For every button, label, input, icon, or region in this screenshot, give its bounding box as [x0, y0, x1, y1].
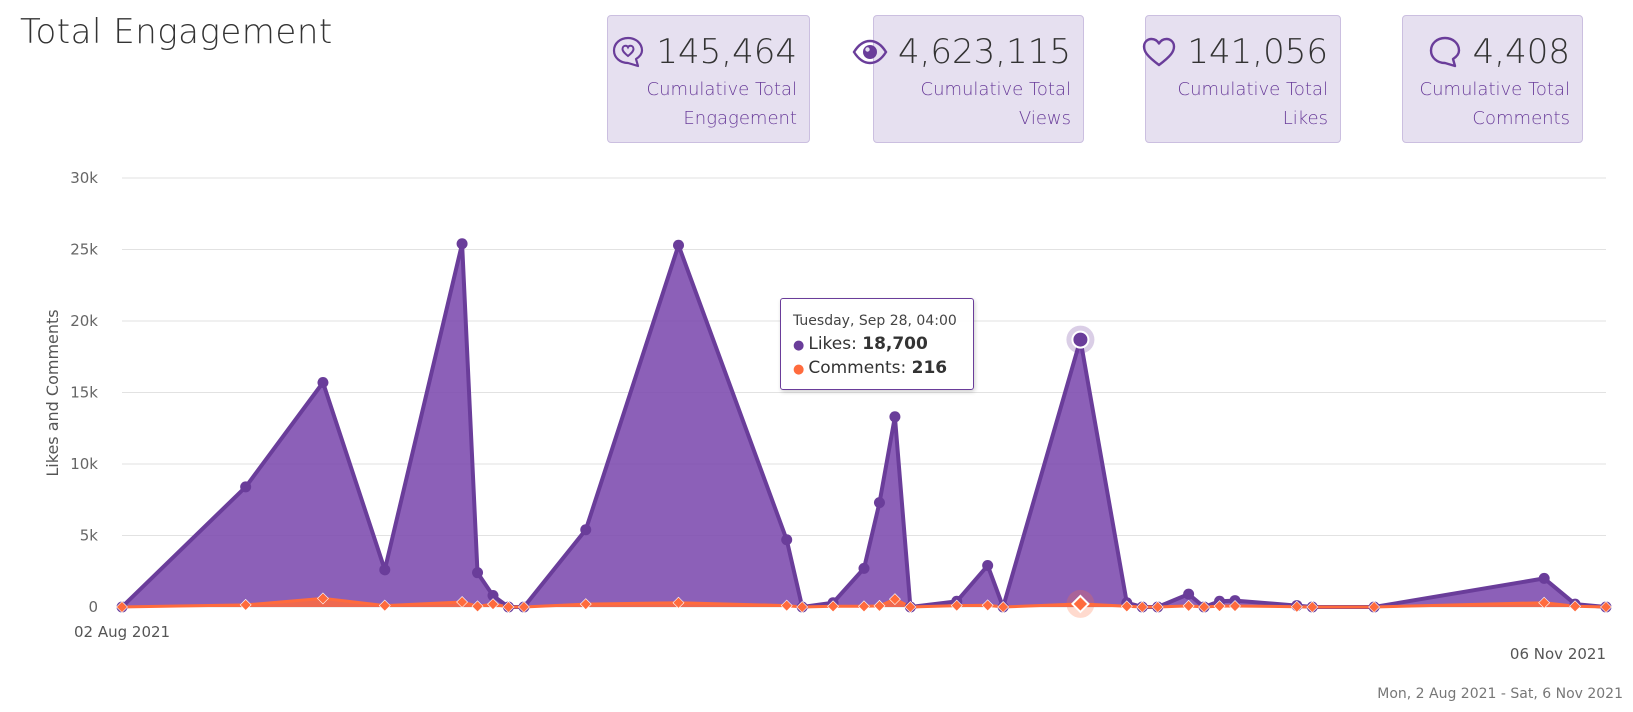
y-tick-label: 20k: [70, 312, 98, 330]
comments-point: [950, 599, 963, 612]
y-axis-label: Likes and Comments: [43, 309, 62, 476]
comments-point: [1151, 601, 1164, 613]
comment-bubble-icon: [1429, 36, 1460, 68]
comments-point: [827, 600, 840, 613]
tooltip-likes-value: 18,700: [862, 334, 928, 354]
likes-area: [122, 243, 1606, 608]
page-title: Total Engagement: [20, 12, 333, 52]
card-label-line1: Cumulative Total: [1177, 79, 1329, 100]
heart-icon: [1143, 37, 1176, 67]
comments-point: [1569, 600, 1582, 613]
likes-point: [1183, 588, 1195, 600]
card-value: 4,408: [1472, 32, 1570, 72]
comments-point: [487, 598, 499, 611]
card-label-line1: Cumulative Total: [920, 79, 1072, 100]
likes-point: [580, 524, 592, 536]
card-total-views: 4,623,115 Cumulative Total Views: [852, 15, 1084, 143]
likes-point: [456, 238, 468, 250]
tooltip-comments-dot-icon: ●: [793, 362, 805, 377]
date-range-text: Mon, 2 Aug 2021 - Sat, 6 Nov 2021: [1377, 686, 1623, 702]
tooltip-likes-label: Likes:: [808, 334, 863, 354]
comments-point: [239, 598, 252, 611]
card-label-line2: Likes: [1282, 108, 1328, 129]
likes-point: [379, 564, 391, 576]
card-value: 145,464: [656, 32, 797, 72]
comments-point: [317, 592, 329, 605]
y-tick-label: 0: [88, 598, 98, 616]
comments-point: [1120, 600, 1133, 613]
comments-point: [1213, 600, 1226, 613]
card-label-line1: Cumulative Total: [646, 79, 798, 100]
card-value: 141,056: [1187, 32, 1328, 72]
comments-point: [471, 600, 484, 613]
likes-point: [317, 376, 329, 388]
comments-point: [858, 600, 870, 613]
card-value: 4,623,115: [897, 32, 1071, 72]
comments-point: [672, 596, 685, 609]
comments-point: [1198, 601, 1211, 613]
comments-point: [904, 601, 917, 613]
comments-point: [116, 601, 128, 613]
comments-point: [1600, 601, 1612, 613]
comments-point: [888, 593, 901, 606]
tooltip-likes-dot-icon: ●: [793, 338, 805, 353]
card-label-line2: Comments: [1472, 108, 1570, 129]
card-total-likes: 141,056 Cumulative Total Likes: [1143, 15, 1341, 143]
comments-point: [1368, 601, 1381, 613]
comments-point: [1136, 601, 1149, 613]
likes-hover-point: [1071, 330, 1090, 349]
comments-point: [780, 599, 793, 612]
likes-point: [673, 239, 684, 251]
comments-point: [981, 599, 994, 612]
card-total-comments: 4,408 Cumulative Total Comments: [1402, 15, 1583, 143]
comments-point: [873, 599, 886, 612]
likes-point: [889, 411, 901, 423]
comments-point: [997, 601, 1010, 613]
card-label-line2: Engagement: [683, 108, 797, 129]
tooltip-comments-label: Comments:: [808, 358, 912, 378]
y-tick-label: 25k: [70, 241, 98, 259]
comments-point: [579, 598, 592, 611]
likes-point: [781, 534, 793, 546]
card-label-line1: Cumulative Total: [1419, 79, 1571, 100]
y-tick-label: 30k: [70, 169, 98, 187]
likes-point: [472, 567, 484, 579]
likes-point: [240, 481, 252, 493]
likes-point: [1538, 572, 1550, 584]
chart-tooltip: Tuesday, Sep 28, 04:00 ● Likes: 18,700 ● C…: [780, 298, 974, 390]
comments-point: [517, 601, 530, 613]
likes-point: [487, 590, 499, 602]
likes-point: [858, 562, 870, 574]
y-tick-label: 5k: [80, 527, 99, 545]
y-tick-label: 10k: [70, 455, 98, 473]
x-tick-label: 02 Aug 2021: [74, 623, 170, 641]
card-total-engagement: 145,464 Cumulative Total Engagement: [607, 15, 810, 143]
comments-point: [1290, 600, 1303, 613]
comments-hover-point: [1071, 594, 1090, 614]
comments-point: [1306, 601, 1319, 613]
tooltip-comments-row: ● Comments: 216: [793, 357, 961, 381]
eye-icon: [852, 39, 888, 65]
comments-point: [456, 596, 469, 608]
comments-point: [378, 599, 391, 612]
comments-point: [796, 601, 809, 613]
likes-point: [873, 497, 885, 509]
tooltip-date: Tuesday, Sep 28, 04:00: [793, 313, 957, 329]
y-tick-label: 15k: [70, 384, 98, 402]
engagement-bubble-heart-icon: [613, 36, 644, 68]
comments-point: [502, 601, 515, 613]
comments-point: [1538, 596, 1551, 609]
comments-point: [1229, 600, 1241, 612]
card-label-line2: Views: [1018, 108, 1071, 129]
x-tick-label: 06 Nov 2021: [1510, 645, 1606, 663]
likes-point: [982, 560, 994, 572]
tooltip-likes-row: ● Likes: 18,700: [793, 333, 961, 357]
tooltip-comments-value: 216: [911, 358, 948, 378]
comments-point: [1182, 599, 1195, 612]
